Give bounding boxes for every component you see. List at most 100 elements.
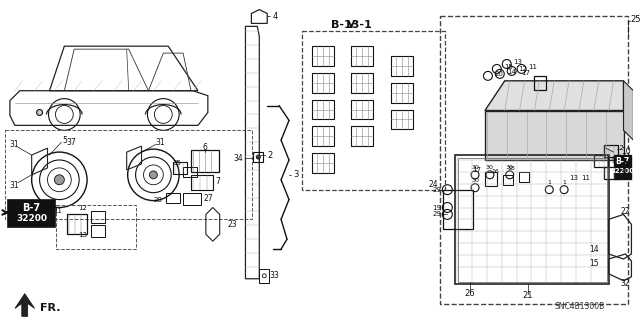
Text: 32200: 32200 — [16, 214, 47, 223]
Text: 35: 35 — [172, 160, 181, 166]
Text: 17: 17 — [522, 70, 531, 76]
Text: 33: 33 — [269, 271, 279, 280]
Text: B-13-1: B-13-1 — [331, 20, 372, 30]
Bar — [351, 126, 373, 146]
Text: 37: 37 — [67, 138, 76, 147]
Text: 13: 13 — [514, 59, 523, 65]
Text: 13: 13 — [78, 232, 87, 238]
Text: 11: 11 — [581, 175, 591, 181]
Bar — [312, 100, 333, 119]
Text: 19: 19 — [433, 204, 442, 211]
Text: 29: 29 — [433, 211, 442, 218]
Text: 22: 22 — [621, 207, 630, 216]
Bar — [518, 172, 529, 182]
Bar — [391, 83, 413, 103]
Text: 4: 4 — [272, 12, 277, 21]
Text: 10: 10 — [621, 147, 631, 156]
Text: 18: 18 — [507, 167, 515, 171]
Bar — [534, 76, 547, 90]
Polygon shape — [15, 293, 35, 316]
Circle shape — [36, 109, 42, 115]
Bar — [166, 193, 180, 203]
Bar — [444, 190, 473, 229]
Bar — [8, 200, 56, 227]
Bar — [391, 56, 413, 76]
Text: 36: 36 — [33, 211, 42, 220]
Bar — [351, 73, 373, 93]
Text: 11: 11 — [53, 208, 62, 214]
Text: 32200: 32200 — [611, 168, 635, 174]
Polygon shape — [485, 81, 623, 110]
Text: 21: 21 — [522, 291, 532, 300]
Bar — [594, 155, 607, 167]
Text: 3: 3 — [293, 170, 298, 179]
Bar — [183, 193, 201, 204]
Bar — [440, 17, 628, 303]
Text: 31: 31 — [156, 138, 165, 147]
Text: 30: 30 — [506, 166, 514, 170]
Text: 23: 23 — [228, 220, 237, 229]
Text: 8: 8 — [621, 168, 627, 177]
Text: 2: 2 — [268, 151, 273, 160]
Text: 32: 32 — [621, 279, 630, 288]
Bar — [351, 100, 373, 119]
Text: 25: 25 — [630, 15, 640, 24]
Polygon shape — [623, 81, 634, 140]
Bar — [191, 150, 219, 172]
Bar — [485, 110, 623, 160]
Circle shape — [150, 171, 157, 179]
Bar — [259, 269, 269, 283]
Text: 14: 14 — [589, 245, 598, 254]
Bar — [458, 158, 607, 282]
Text: 24: 24 — [429, 180, 438, 189]
Bar — [5, 130, 252, 219]
Circle shape — [54, 175, 65, 185]
Text: 16: 16 — [491, 169, 499, 174]
Text: B-7: B-7 — [22, 204, 41, 213]
Bar — [455, 155, 609, 284]
Text: 11: 11 — [529, 64, 538, 70]
Bar — [351, 46, 373, 66]
Bar — [485, 172, 497, 186]
Text: 1: 1 — [547, 180, 551, 185]
Bar — [302, 31, 445, 190]
Bar — [604, 145, 618, 157]
Text: SNC4B1300B: SNC4B1300B — [554, 302, 605, 311]
Text: 15: 15 — [589, 259, 598, 268]
Text: 30: 30 — [471, 178, 479, 183]
Text: 1: 1 — [562, 180, 566, 185]
Bar — [191, 175, 212, 190]
Bar — [391, 109, 413, 129]
Text: 28: 28 — [154, 197, 163, 203]
Bar — [312, 126, 333, 146]
Text: 31: 31 — [9, 181, 19, 190]
Text: 17: 17 — [472, 167, 481, 173]
Bar — [67, 214, 87, 234]
Text: 30: 30 — [471, 166, 479, 170]
Bar — [56, 204, 136, 249]
Text: 29: 29 — [433, 187, 442, 193]
Bar — [604, 167, 618, 179]
Text: 6: 6 — [202, 143, 207, 152]
Bar — [614, 155, 632, 179]
Bar — [173, 162, 187, 174]
Text: 14: 14 — [507, 69, 516, 75]
Text: 34: 34 — [234, 153, 243, 162]
Bar — [91, 211, 105, 223]
Text: 5: 5 — [62, 136, 67, 145]
Text: 12: 12 — [518, 66, 527, 72]
Text: 12: 12 — [616, 145, 625, 151]
Text: 30: 30 — [486, 166, 494, 170]
Text: 7: 7 — [216, 177, 221, 186]
Text: 31: 31 — [9, 140, 19, 149]
Bar — [253, 152, 263, 162]
Bar — [503, 175, 513, 185]
Text: B-7: B-7 — [616, 158, 630, 167]
Bar — [312, 46, 333, 66]
Bar — [91, 225, 105, 237]
Text: 12: 12 — [78, 205, 87, 211]
Bar — [183, 167, 197, 177]
Bar — [312, 73, 333, 93]
Text: 15: 15 — [504, 64, 513, 70]
Text: 13: 13 — [570, 175, 579, 181]
